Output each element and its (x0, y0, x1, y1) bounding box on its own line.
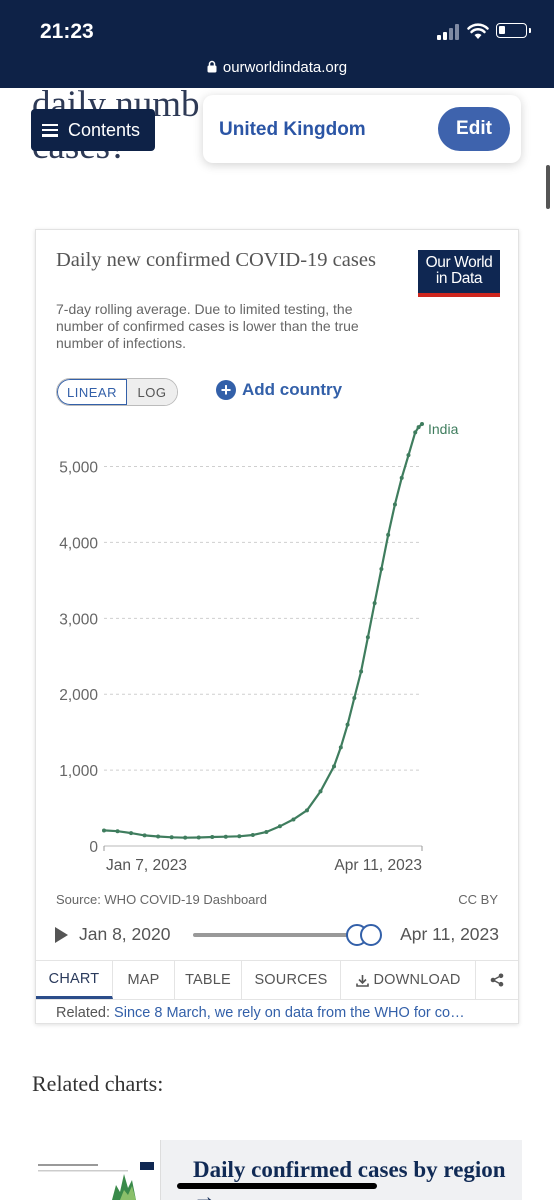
y-tick-label: 3,000 (59, 611, 98, 628)
x-tick-label: Apr 11, 2023 (334, 857, 422, 874)
related-link[interactable]: Since 8 March, we rely on data from the … (114, 1005, 465, 1021)
data-point (304, 808, 309, 813)
data-point (102, 828, 106, 833)
data-point (338, 745, 343, 750)
data-point (156, 834, 161, 839)
data-point (399, 475, 404, 480)
data-point (196, 835, 201, 840)
timeline-start-date[interactable]: Jan 8, 2020 (79, 924, 171, 944)
edit-button[interactable]: Edit (438, 107, 510, 151)
share-icon (490, 973, 504, 987)
related-prefix: Related: (56, 1005, 115, 1021)
series-line-india (103, 423, 423, 839)
contents-button[interactable]: Contents (31, 109, 155, 151)
data-point (392, 502, 397, 507)
chart-subtitle: 7-day rolling average. Due to limited te… (56, 301, 359, 351)
add-country-button[interactable]: + Add country (216, 380, 342, 400)
data-point (115, 829, 120, 834)
line-chart[interactable]: 0 1,000 2,000 3,000 4,000 5,000 Jan 7, 2023 Apr… (36, 415, 518, 885)
related-chart-card[interactable]: Daily confirmed cases by region → (32, 1140, 522, 1200)
data-point (406, 453, 411, 458)
data-point (420, 422, 424, 427)
address-bar[interactable]: ourworldindata.org (0, 59, 554, 76)
data-point (352, 696, 357, 701)
data-point (277, 824, 282, 829)
tab-download[interactable]: DOWNLOAD (341, 961, 476, 999)
y-tick-label: 0 (89, 839, 98, 856)
series-label-india: India (428, 421, 459, 437)
y-tick-label: 1,000 (59, 763, 98, 780)
data-point (142, 833, 147, 838)
data-point (359, 669, 364, 674)
related-chart-thumbnail (32, 1140, 161, 1200)
chart-tabs: CHART MAP TABLE SOURCES DOWNLOAD (36, 960, 518, 1000)
related-note: Related: Since 8 March, we rely on data … (56, 1005, 506, 1021)
country-selector-card: United Kingdom Edit (203, 95, 521, 163)
data-point (379, 566, 384, 571)
y-tick-label: 5,000 (59, 460, 98, 477)
data-point (386, 532, 391, 537)
owid-logo[interactable]: Our World in Data (418, 250, 500, 297)
scale-linear-button[interactable]: LINEAR (57, 379, 127, 405)
y-tick-label: 2,000 (59, 687, 98, 704)
data-point (318, 789, 323, 794)
tab-table[interactable]: TABLE (175, 961, 242, 999)
data-point (365, 635, 370, 640)
data-point (169, 835, 174, 840)
data-point (264, 829, 269, 834)
timeline-slider[interactable] (193, 933, 363, 937)
tab-sources[interactable]: SOURCES (242, 961, 341, 999)
status-bar: 21:23 ourworldindata.org (0, 0, 554, 88)
data-point (210, 835, 215, 840)
lock-icon (207, 60, 217, 73)
download-icon (355, 974, 369, 987)
chart-title: Daily new confirmed COVID-19 cases (56, 249, 376, 271)
data-point (291, 817, 296, 822)
chart-card: Daily new confirmed COVID-19 cases 7-day… (35, 229, 519, 1024)
x-tick-label: Jan 7, 2023 (106, 857, 187, 874)
logo-line1: Our World (425, 254, 493, 271)
wifi-icon (467, 23, 489, 39)
plus-icon: + (216, 380, 236, 400)
chart-license[interactable]: CC BY (458, 892, 498, 907)
related-chart-title: Daily confirmed cases by region → (193, 1157, 506, 1200)
data-point (183, 835, 188, 840)
tab-map[interactable]: MAP (113, 961, 175, 999)
data-point (250, 832, 255, 837)
logo-line2: in Data (435, 270, 483, 287)
home-indicator[interactable] (177, 1183, 377, 1189)
data-point (129, 831, 134, 836)
tab-download-label: DOWNLOAD (373, 972, 461, 988)
cellular-signal-icon (437, 24, 459, 40)
chart-source[interactable]: Source: WHO COVID-19 Dashboard (56, 892, 267, 907)
contents-label: Contents (68, 119, 141, 140)
share-button[interactable] (476, 961, 518, 999)
data-point (345, 722, 350, 727)
data-point (332, 764, 337, 769)
selected-country: United Kingdom (219, 119, 366, 140)
y-tick-label: 4,000 (59, 535, 98, 552)
tab-chart[interactable]: CHART (36, 961, 113, 999)
scale-log-button[interactable]: LOG (127, 379, 177, 405)
url-text: ourworldindata.org (222, 59, 348, 76)
play-icon[interactable] (55, 927, 68, 943)
timeline-end-date[interactable]: Apr 11, 2023 (400, 924, 499, 944)
data-point (237, 834, 242, 839)
add-country-label: Add country (242, 380, 343, 399)
data-point (413, 430, 418, 435)
data-point (416, 425, 421, 430)
clock: 21:23 (40, 20, 94, 43)
hamburger-icon (42, 123, 58, 137)
scale-toggle: LINEAR LOG (56, 378, 178, 406)
data-point (372, 601, 377, 606)
battery-icon (496, 23, 531, 38)
related-charts-heading: Related charts: (32, 1071, 164, 1096)
page-scrollbar[interactable] (546, 165, 550, 209)
timeline-handle-end[interactable] (360, 924, 382, 946)
data-point (223, 834, 228, 839)
